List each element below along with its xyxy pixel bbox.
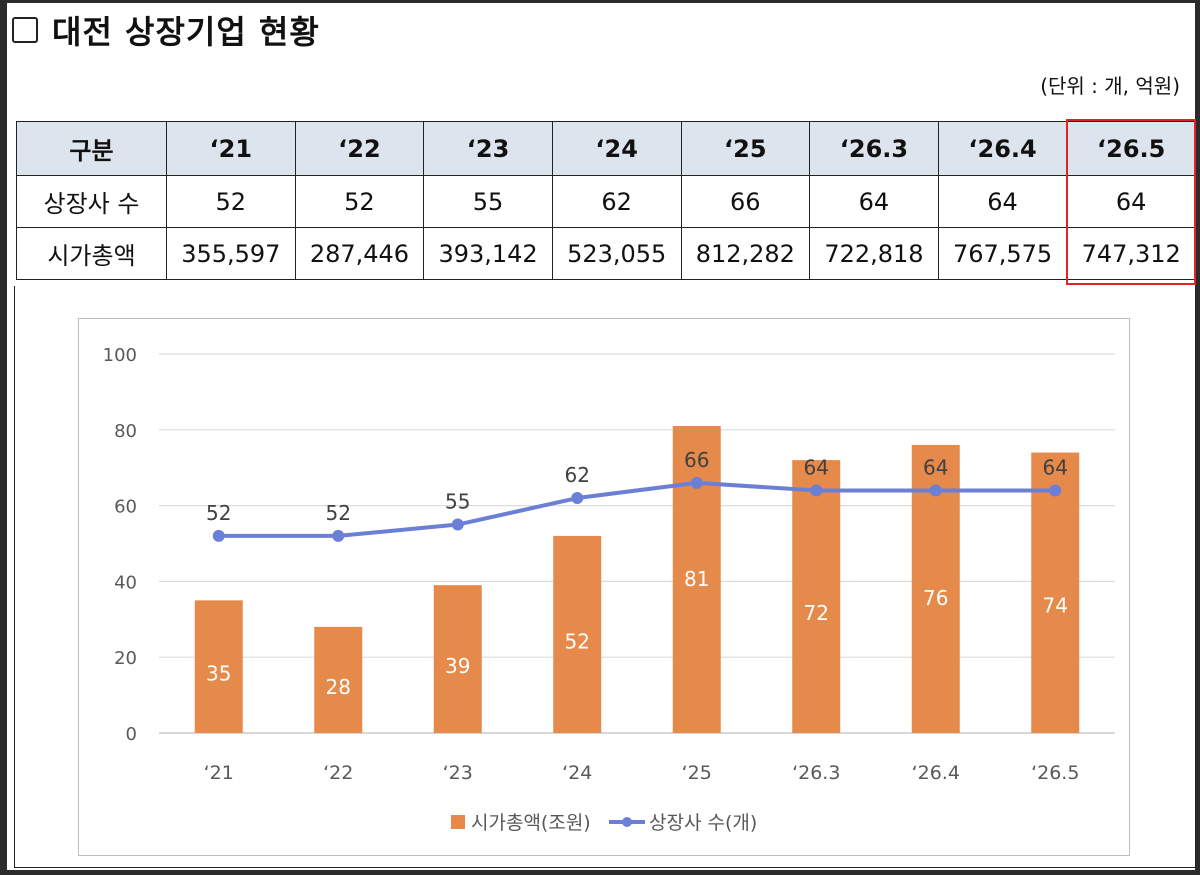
table-header-row: 구분 ‘21 ‘22 ‘23 ‘24 ‘25 ‘26.3 ‘26.4 ‘26.5 <box>16 121 1196 176</box>
bar <box>1031 452 1080 733</box>
header-cell: ‘25 <box>680 121 811 176</box>
line-value-label: 64 <box>804 455 829 479</box>
bar-value-label: 81 <box>684 567 709 591</box>
row-label: 시가총액 <box>16 227 167 280</box>
header-cell: ‘26.5 <box>1066 121 1196 176</box>
x-tick-label: ‘25 <box>682 762 712 784</box>
line-value-label: 64 <box>1043 455 1068 479</box>
page-title: 대전 상장기업 현황 <box>52 13 320 51</box>
y-tick-label: 100 <box>103 345 137 366</box>
bar-value-label: 35 <box>206 662 231 686</box>
legend-line-marker <box>622 817 632 827</box>
x-tick-label: ‘26.5 <box>1031 762 1079 784</box>
chart-outer-border <box>14 286 1196 868</box>
table-cell: 64 <box>937 175 1068 228</box>
table-cell: 62 <box>551 175 682 228</box>
table-cell: 64 <box>809 175 939 228</box>
x-tick-label: ‘22 <box>323 762 353 784</box>
y-tick-label: 40 <box>114 572 137 593</box>
legend-line-label: 상장사 수(개) <box>649 812 757 834</box>
line-value-label: 52 <box>326 501 351 525</box>
x-tick-label: ‘26.4 <box>912 762 960 784</box>
table-cell: 747,312 <box>1066 227 1196 280</box>
row-label: 상장사 수 <box>16 175 167 228</box>
title-row: 대전 상장기업 현황 <box>12 8 320 52</box>
table-cell: 812,282 <box>680 227 811 280</box>
header-cell: ‘26.4 <box>937 121 1068 176</box>
table-cell: 523,055 <box>551 227 682 280</box>
bar <box>792 460 841 733</box>
line-point <box>212 529 225 542</box>
line-point <box>332 529 345 542</box>
header-cell: 구분 <box>16 121 167 176</box>
header-cell: ‘26.3 <box>809 121 939 176</box>
bar-value-label: 72 <box>804 601 829 625</box>
chart-area: 0 20 40 60 80 100 35 28 39 52 81 72 76 74 52 52 55 62 66 64… <box>78 318 1130 856</box>
line-point <box>571 492 584 505</box>
line-value-label: 52 <box>206 501 231 525</box>
legend-bar-swatch <box>451 815 465 829</box>
bar <box>433 585 482 733</box>
line-value-label: 62 <box>565 463 590 487</box>
line-point <box>451 518 464 531</box>
table-cell: 393,142 <box>423 227 553 280</box>
line-value-label: 64 <box>923 455 948 479</box>
frame-top <box>0 0 1200 3</box>
bar-value-label: 76 <box>923 586 948 610</box>
line-point <box>1049 484 1062 497</box>
table-cell: 722,818 <box>809 227 939 280</box>
table-row: 시가총액 355,597 287,446 393,142 523,055 812… <box>16 227 1196 280</box>
table-cell: 767,575 <box>937 227 1068 280</box>
line-point <box>929 484 942 497</box>
y-tick-label: 80 <box>114 421 137 442</box>
bar-value-label: 39 <box>445 654 470 678</box>
frame-right <box>1195 0 1200 875</box>
table-cell: 55 <box>423 175 553 228</box>
bar-value-label: 28 <box>326 675 351 699</box>
summary-table: 구분 ‘21 ‘22 ‘23 ‘24 ‘25 ‘26.3 ‘26.4 ‘26.5… <box>16 121 1196 280</box>
header-cell: ‘21 <box>166 121 296 176</box>
header-cell: ‘24 <box>551 121 682 176</box>
table-cell: 52 <box>294 175 425 228</box>
bar <box>194 600 243 733</box>
line-point <box>690 476 703 489</box>
checkbox-square-icon <box>12 17 38 43</box>
line-series <box>218 480 1056 538</box>
line-point <box>810 484 823 497</box>
y-tick-label: 0 <box>126 724 137 745</box>
y-tick-label: 60 <box>114 497 137 518</box>
line-value-label: 55 <box>445 490 470 514</box>
table-cell: 64 <box>1066 175 1196 228</box>
table-row: 상장사 수 52 52 55 62 66 64 64 64 <box>16 175 1196 228</box>
x-tick-label: ‘24 <box>562 762 592 784</box>
combo-chart: 0 20 40 60 80 100 35 28 39 52 81 72 76 74 52 52 55 62 66 64… <box>103 345 1115 834</box>
bar <box>314 626 363 733</box>
y-tick-label: 20 <box>114 648 137 669</box>
unit-note: (단위 : 개, 억원) <box>1040 74 1180 98</box>
x-tick-label: ‘23 <box>443 762 473 784</box>
table-cell: 355,597 <box>166 227 296 280</box>
table-cell: 66 <box>680 175 811 228</box>
header-cell: ‘23 <box>423 121 553 176</box>
x-tick-label: ‘26.3 <box>792 762 840 784</box>
table-cell: 287,446 <box>294 227 425 280</box>
bar-value-label: 52 <box>565 629 590 653</box>
frame-left <box>0 0 7 875</box>
legend-bar-label: 시가총액(조원) <box>471 812 591 834</box>
frame-bottom <box>0 870 1200 875</box>
x-tick-label: ‘21 <box>204 762 234 784</box>
bar-value-label: 74 <box>1043 594 1068 618</box>
line-value-label: 66 <box>684 448 709 472</box>
header-cell: ‘22 <box>294 121 425 176</box>
bar <box>553 535 602 733</box>
table-cell: 52 <box>166 175 296 228</box>
